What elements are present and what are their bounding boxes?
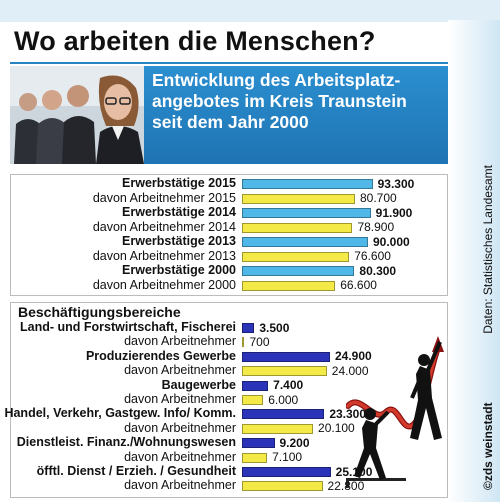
sector-value-label: 24.000: [331, 363, 369, 378]
sector-bar: [242, 323, 255, 333]
workforce-value-label: 80.300: [359, 263, 397, 278]
workforce-bar: [242, 266, 355, 276]
people-photo: [10, 66, 144, 164]
sector-bar: [242, 366, 327, 377]
sector-value-label: 23.300: [329, 406, 367, 421]
people-illustration: [10, 66, 144, 164]
workforce-value-label: 78.900: [357, 220, 395, 234]
workforce-category-label: Erwerbstätige 2015: [122, 176, 236, 190]
sector-value-label: 6.000: [268, 392, 299, 407]
sector-value-label: 20.100: [318, 421, 355, 436]
sector-category-label: davon Arbeitnehmer: [124, 420, 236, 435]
title-rule: [10, 62, 448, 64]
workforce-panel: [10, 174, 448, 296]
top-band: [0, 0, 500, 22]
workforce-bar: [242, 208, 371, 218]
sector-bar: [242, 351, 330, 362]
workforce-bar: [242, 251, 350, 262]
sector-category-label: öfftl. Dienst / Erzieh. / Gesundheit: [36, 464, 236, 478]
sector-bar: [242, 438, 275, 449]
workforce-value-label: 76.600: [354, 249, 391, 263]
credit-text: ©zds weinstadt: [481, 402, 495, 490]
sector-bar: [242, 423, 314, 434]
subtitle-line-2: angebotes im Kreis Traunstein: [152, 91, 407, 111]
workforce-value-label: 90.000: [373, 234, 410, 249]
workforce-value-label: 66.600: [340, 278, 377, 292]
sector-category-label: davon Arbeitnehmer: [124, 363, 236, 378]
page-title: Wo arbeiten die Menschen?: [14, 26, 376, 56]
sector-category-label: Baugewerbe: [161, 377, 236, 392]
workforce-bar: [242, 237, 368, 247]
sector-bar: [242, 395, 264, 405]
sector-value-label: 9.200: [279, 435, 310, 450]
sectors-title: Beschäftigungsbereiche: [18, 304, 181, 320]
sector-value-label: 7.100: [272, 450, 303, 465]
sector-bar: [242, 380, 269, 391]
workforce-value-label: 91.900: [375, 205, 413, 220]
source-credit: ©zds weinstadt Daten: Statistisches Land…: [481, 165, 495, 490]
sector-value-label: 700: [249, 334, 270, 349]
workforce-category-label: davon Arbeitnehmer 2014: [92, 219, 236, 234]
workforce-category-label: Erwerbstätige 2013: [122, 234, 236, 248]
sector-category-label: Produzierendes Gewerbe: [85, 348, 236, 363]
sector-bar: [242, 481, 323, 492]
climbers-illustration: [345, 336, 444, 488]
sector-value-label: 25.100: [335, 464, 373, 479]
workforce-bar: [242, 280, 336, 291]
sector-value-label: 24.900: [334, 349, 372, 364]
sector-bar: [242, 452, 268, 463]
sector-category-label: davon Arbeitnehmer: [124, 334, 236, 349]
right-fade: [448, 20, 500, 502]
sector-category-label: davon Arbeitnehmer: [124, 478, 236, 493]
sector-category-label: Land- und Forstwirtschaft, Fischerei: [20, 320, 236, 334]
sector-category-label: Dienstleist. Finanz./Wohnungswesen: [16, 435, 236, 450]
sector-bar: [242, 467, 331, 477]
source-text: Daten: Statistisches Landesamt: [481, 165, 495, 334]
sector-value-label: 22.800: [327, 478, 365, 493]
subtitle-line-3: seit dem Jahr 2000: [152, 112, 309, 132]
workforce-category-label: Erwerbstätige 2000: [122, 263, 236, 277]
sector-category-label: davon Arbeitnehmer: [124, 449, 236, 464]
subtitle: Entwicklung des Arbeitsplatz- angebotes …: [152, 70, 442, 133]
workforce-value-label: 93.300: [377, 176, 415, 191]
workforce-bar: [242, 179, 373, 189]
workforce-category-label: davon Arbeitnehmer 2000: [92, 277, 236, 292]
sector-category-label: davon Arbeitnehmer: [124, 392, 236, 406]
workforce-bar: [242, 222, 353, 233]
tug-of-war-figure: [345, 328, 446, 494]
workforce-category-label: davon Arbeitnehmer 2015: [92, 190, 236, 205]
sector-bar: [242, 337, 245, 348]
workforce-category-label: Erwerbstätige 2014: [122, 205, 236, 219]
sector-category-label: Handel, Verkehr, Gastgew. Info/ Komm.: [4, 406, 236, 421]
subtitle-line-1: Entwicklung des Arbeitsplatz-: [152, 70, 401, 90]
sector-bar: [242, 409, 325, 420]
sector-value-label: 3.500: [259, 320, 290, 335]
workforce-bar: [242, 193, 355, 204]
sector-value-label: 7.400: [273, 378, 304, 393]
workforce-category-label: davon Arbeitnehmer 2013: [92, 248, 236, 263]
workforce-value-label: 80.700: [359, 191, 397, 205]
